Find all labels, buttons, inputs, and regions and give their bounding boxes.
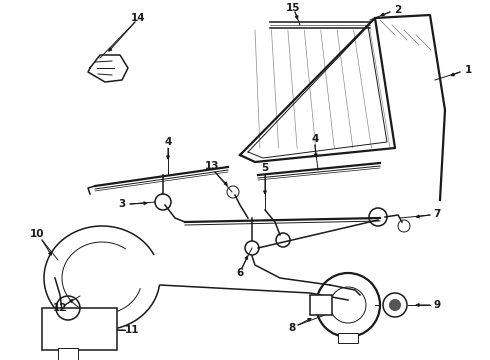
Text: 7: 7 (433, 209, 441, 219)
Text: 2: 2 (394, 5, 402, 15)
Text: 10: 10 (30, 229, 44, 239)
Text: 9: 9 (434, 300, 441, 310)
Text: 6: 6 (236, 268, 244, 278)
Text: 3: 3 (119, 199, 125, 209)
Bar (42, 308, 117, 350)
Text: 11: 11 (125, 325, 139, 335)
Text: 14: 14 (131, 13, 146, 23)
Circle shape (389, 299, 401, 311)
Text: 1: 1 (465, 65, 471, 75)
Bar (338, 333, 358, 343)
Text: 13: 13 (205, 161, 219, 171)
Text: 4: 4 (311, 134, 318, 144)
Text: 5: 5 (261, 163, 269, 173)
Text: 8: 8 (289, 323, 295, 333)
Text: 12: 12 (53, 303, 67, 313)
Text: 4: 4 (164, 137, 171, 147)
Bar (58, 348, 78, 360)
Bar (310, 295, 332, 315)
Text: 15: 15 (286, 3, 300, 13)
